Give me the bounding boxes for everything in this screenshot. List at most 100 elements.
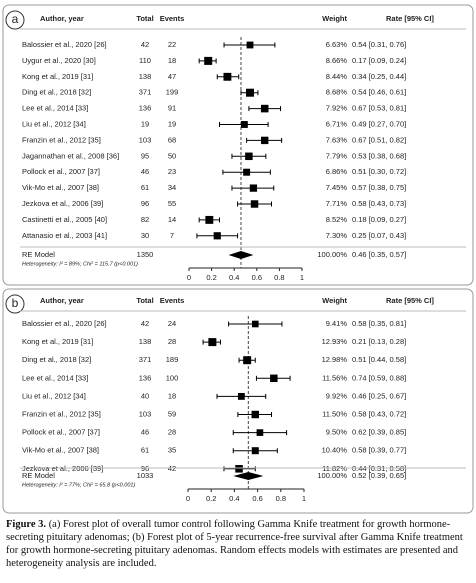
weight: 12.93% xyxy=(322,337,348,346)
total: 103 xyxy=(139,135,152,144)
study-name: Castinetti et al., 2005 [40] xyxy=(22,215,107,224)
rate: 0.34 [0.25, 0.44] xyxy=(352,72,406,81)
panel-badge xyxy=(5,10,25,30)
study-name: Jagannathan et al., 2008 [36] xyxy=(22,151,119,160)
panel-frame xyxy=(2,4,474,286)
events: 23 xyxy=(168,167,176,176)
weight: 9.41% xyxy=(326,319,348,328)
column-header: Author, year xyxy=(40,296,84,305)
weight: 11.56% xyxy=(322,373,347,382)
point-estimate xyxy=(237,392,245,400)
point-estimate xyxy=(204,56,213,65)
weight: 8.52% xyxy=(326,215,348,224)
point-estimate xyxy=(205,215,214,224)
x-tick-label: 0 xyxy=(187,273,191,282)
summary-weight: 100.00% xyxy=(317,250,347,259)
study-name: Vik-Mo et al., 2007 [38] xyxy=(22,446,99,455)
column-header: Author, year xyxy=(40,14,84,23)
column-header: Weight xyxy=(322,296,347,305)
rate: 0.54 [0.46, 0.61] xyxy=(352,88,406,97)
point-estimate xyxy=(213,232,221,240)
point-estimate xyxy=(256,429,264,436)
column-header: Weight xyxy=(322,14,347,23)
events: 18 xyxy=(168,56,176,65)
x-tick-label: 0.6 xyxy=(252,494,262,503)
point-estimate xyxy=(251,447,259,455)
point-estimate xyxy=(245,152,253,161)
rate: 0.58 [0.43, 0.73] xyxy=(352,199,406,208)
events: 22 xyxy=(168,40,176,49)
rate: 0.58 [0.39, 0.77] xyxy=(352,446,406,455)
rate: 0.17 [0.09, 0.24] xyxy=(352,56,406,65)
study-name: Liu et al., 2012 [34] xyxy=(22,119,86,128)
point-estimate xyxy=(249,184,258,192)
rate: 0.18 [0.09, 0.27] xyxy=(352,215,406,224)
events: 18 xyxy=(168,391,176,400)
weight: 7.45% xyxy=(326,183,348,192)
rate: 0.67 [0.53, 0.81] xyxy=(352,104,406,113)
weight: 11.50% xyxy=(322,409,347,418)
summary-name: RE Model xyxy=(22,471,55,480)
total: 95 xyxy=(141,151,149,160)
rate: 0.58 [0.35, 0.81] xyxy=(352,319,406,328)
total: 30 xyxy=(141,231,149,240)
total: 40 xyxy=(141,391,149,400)
weight: 7.92% xyxy=(326,104,348,113)
point-estimate xyxy=(235,465,243,473)
x-tick-label: 0.8 xyxy=(276,494,286,503)
summary-name: RE Model xyxy=(22,250,55,259)
point-estimate xyxy=(223,72,232,81)
summary-total: 1033 xyxy=(137,471,154,480)
weight: 8.68% xyxy=(326,88,348,97)
x-tick-label: 0.2 xyxy=(206,494,216,503)
column-header: Rate [95% CI] xyxy=(386,14,434,23)
column-header: Total xyxy=(136,14,153,23)
rate: 0.74 [0.59, 0.88] xyxy=(352,373,406,382)
total: 46 xyxy=(141,428,149,437)
weight: 7.30% xyxy=(326,231,348,240)
study-name: Vik-Mo et al., 2007 [38] xyxy=(22,183,99,192)
weight: 8.66% xyxy=(326,56,348,65)
panel-label: a xyxy=(12,12,19,26)
point-estimate xyxy=(260,104,269,113)
x-tick-label: 0.4 xyxy=(229,494,239,503)
summary-diamond xyxy=(228,251,254,259)
column-header: Total xyxy=(136,296,153,305)
point-estimate xyxy=(208,338,217,347)
study-name: Ding et al., 2018 [32] xyxy=(22,355,91,364)
point-estimate xyxy=(246,88,255,97)
x-tick-label: 1 xyxy=(300,273,304,282)
point-estimate xyxy=(246,41,254,49)
total: 96 xyxy=(141,199,149,208)
caption-text: (a) Forest plot of overall tumor control… xyxy=(6,519,463,569)
study-name: Ding et al., 2018 [32] xyxy=(22,88,91,97)
rate: 0.25 [0.07, 0.43] xyxy=(352,231,406,240)
column-header: Events xyxy=(160,296,185,305)
total: 138 xyxy=(139,337,152,346)
x-tick-label: 0.6 xyxy=(252,273,262,282)
point-estimate xyxy=(270,374,278,383)
point-estimate xyxy=(261,136,269,145)
rate: 0.46 [0.25, 0.67] xyxy=(352,391,406,400)
point-estimate xyxy=(251,410,259,419)
weight: 6.71% xyxy=(326,119,348,128)
events: 100 xyxy=(166,373,179,382)
weight: 7.79% xyxy=(326,151,348,160)
study-name: Pollock et al., 2007 [37] xyxy=(22,167,100,176)
total: 61 xyxy=(141,183,149,192)
x-tick-label: 1 xyxy=(302,494,306,503)
total: 136 xyxy=(139,373,152,382)
events: 24 xyxy=(168,319,176,328)
weight: 7.71% xyxy=(326,199,348,208)
total: 46 xyxy=(141,167,149,176)
weight: 6.63% xyxy=(326,40,348,49)
rate: 0.54 [0.31, 0.76] xyxy=(352,40,406,49)
events: 59 xyxy=(168,409,176,418)
weight: 8.44% xyxy=(326,72,348,81)
panel-badge xyxy=(5,294,25,314)
x-tick-label: 0 xyxy=(186,494,190,503)
rate: 0.51 [0.44, 0.58] xyxy=(352,355,406,364)
x-tick-label: 0.8 xyxy=(274,273,284,282)
weight: 12.98% xyxy=(322,355,348,364)
